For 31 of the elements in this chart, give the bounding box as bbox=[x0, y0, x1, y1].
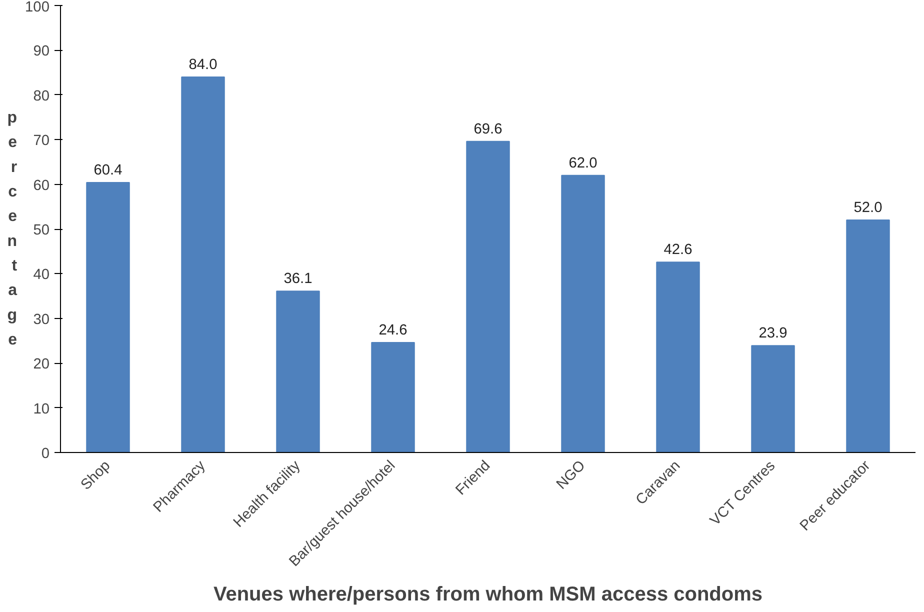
y-tick-label: 50 bbox=[33, 222, 50, 238]
bar bbox=[466, 140, 510, 452]
data-label: 62.0 bbox=[568, 155, 598, 172]
y-tick-label: 90 bbox=[33, 44, 50, 60]
bar bbox=[371, 342, 415, 452]
y-tick-label: 40 bbox=[33, 267, 50, 284]
y-tick-label: 0 bbox=[41, 446, 50, 462]
y-tick-label: 80 bbox=[33, 88, 50, 104]
data-label: 24.6 bbox=[378, 322, 408, 339]
y-tick-label: 100 bbox=[25, 0, 50, 16]
y-tick-label: 60 bbox=[33, 178, 50, 194]
bar bbox=[656, 262, 700, 452]
y-tick-label: 30 bbox=[33, 312, 50, 328]
bar bbox=[276, 290, 320, 452]
x-axis-title: Venues where/persons from whom MSM access condoms bbox=[213, 584, 763, 606]
data-label: 60.4 bbox=[94, 162, 122, 179]
data-label: 52.0 bbox=[854, 200, 882, 216]
bar bbox=[86, 182, 130, 452]
y-tick-label: 70 bbox=[33, 133, 50, 150]
bar bbox=[751, 345, 795, 452]
y-tick-label: 20 bbox=[33, 356, 50, 373]
bar bbox=[181, 76, 225, 452]
data-label: 69.6 bbox=[474, 121, 502, 138]
y-tick-label: 10 bbox=[33, 401, 50, 418]
bar bbox=[846, 220, 890, 452]
data-label: 42.6 bbox=[664, 242, 692, 258]
data-label: 84.0 bbox=[188, 57, 218, 74]
text: percentage bbox=[7, 110, 18, 348]
data-label: 23.9 bbox=[758, 326, 788, 342]
data-label: 36.1 bbox=[284, 271, 312, 288]
bar bbox=[561, 174, 605, 452]
